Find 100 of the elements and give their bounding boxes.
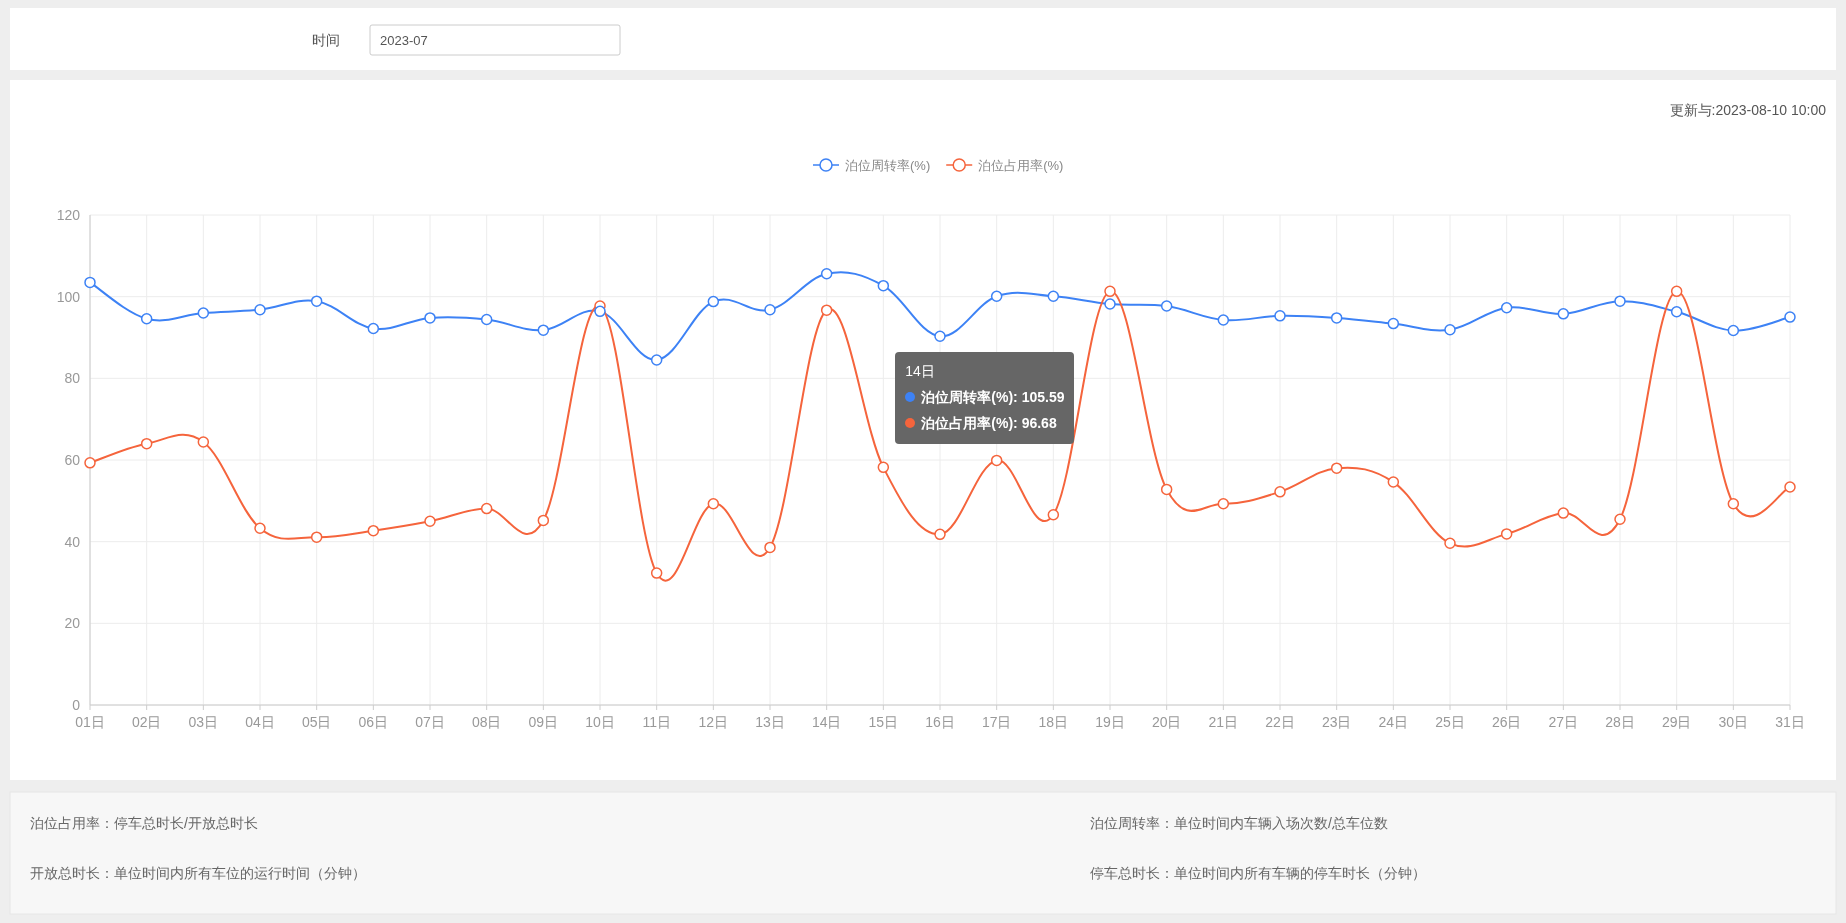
point (254, 303, 266, 316)
point (1784, 481, 1796, 493)
point (197, 436, 210, 448)
point (764, 303, 776, 316)
point (1614, 513, 1626, 525)
point (367, 524, 380, 537)
annotation: 14日 (905, 362, 936, 382)
text: 泊位占用率：停车总时长/开放总时长 (30, 815, 258, 831)
point (594, 305, 606, 318)
point (140, 312, 153, 325)
x-tick-label: 08日 (471, 714, 502, 730)
y-tick-label: 60 (64, 452, 81, 468)
x-tick-label: 04日 (245, 714, 275, 730)
x-tick-label: 30日 (1718, 714, 1749, 730)
point (1500, 301, 1513, 314)
x-tick-label: 18日 (1038, 714, 1069, 730)
point (1444, 537, 1456, 550)
point (1330, 312, 1343, 324)
x-tick-label: 16日 (925, 714, 955, 730)
point (934, 528, 946, 541)
point (84, 276, 96, 289)
point (480, 313, 493, 326)
point (764, 541, 776, 554)
point (310, 295, 323, 307)
text: 泊位周转率：单位时间内车辆入场次数/总车位数 (1090, 815, 1388, 831)
annotation: 泊位占用率(%): 96.68 (905, 410, 1065, 437)
y-tick-label: 20 (64, 615, 81, 632)
point (877, 461, 890, 474)
text: 更新与:2023-08-10 10:00 (1669, 102, 1827, 118)
x-tick-label: 22日 (1265, 714, 1295, 730)
x-tick-label: 03日 (188, 714, 219, 730)
x-tick-label: 19日 (1095, 714, 1125, 730)
y-tick-label: 0 (72, 697, 81, 713)
point (1727, 324, 1740, 337)
x-tick-label: 07日 (415, 714, 445, 730)
point (650, 567, 663, 579)
x-tick-label: 31日 (1775, 714, 1805, 730)
point (310, 531, 323, 543)
point (1217, 497, 1230, 510)
x-tick-label: 28日 (1605, 714, 1635, 730)
point (650, 354, 663, 366)
point (1274, 486, 1286, 498)
point (877, 279, 890, 292)
x-tick-label: 29日 (1661, 714, 1692, 730)
x-tick-label: 27日 (1548, 714, 1579, 730)
point (1217, 314, 1230, 326)
x-tick-label: 01日 (75, 714, 105, 730)
x-tick-label: 13日 (755, 714, 785, 730)
x-tick-label: 20日 (1151, 714, 1182, 730)
y-tick-label: 100 (56, 288, 81, 305)
x-tick-label: 26日 (1491, 714, 1522, 730)
x-tick-label: 10日 (585, 714, 615, 730)
text: 2023-07 (380, 33, 428, 48)
x-tick-label: 09日 (528, 714, 559, 730)
x-tick-label: 02日 (131, 714, 162, 730)
x-tick-label: 17日 (981, 714, 1012, 730)
point (537, 514, 550, 527)
point (707, 497, 720, 510)
point (1104, 285, 1116, 298)
point (1047, 290, 1060, 303)
point (1557, 507, 1570, 519)
point (1104, 298, 1116, 310)
point (1387, 476, 1400, 488)
text: 开放总时长：单位时间内所有车位的运行时间（分钟） (30, 865, 366, 881)
point (480, 502, 493, 515)
point (1670, 285, 1683, 298)
x-tick-label: 14日 (811, 714, 842, 730)
x-tick-label: 11日 (642, 714, 671, 730)
point (990, 454, 1003, 467)
point (1784, 311, 1796, 323)
point (1387, 317, 1400, 330)
point (367, 322, 380, 335)
point (1727, 497, 1740, 510)
text: 停车总时长：单位时间内所有车辆的停车时长（分钟） (1090, 865, 1426, 881)
legend-label: 泊位周转率(%) (845, 158, 931, 173)
point (1557, 308, 1570, 320)
y-tick-label: 40 (64, 533, 81, 550)
point (1614, 295, 1626, 307)
point (1160, 483, 1173, 496)
point (424, 312, 436, 324)
point (820, 304, 833, 316)
point (84, 457, 96, 469)
x-tick-label: 21日 (1208, 714, 1239, 730)
x-tick-label: 24日 (1378, 714, 1409, 730)
point (1330, 462, 1343, 474)
y-tick-label: 120 (56, 207, 81, 223)
point (1160, 300, 1173, 312)
point (1444, 323, 1456, 336)
picture-tooltip: 14日 泊位周转率(%): 105.59 泊位占用率(%): 96.68 (895, 352, 1075, 445)
point (820, 268, 833, 280)
x-tick-label: 15日 (868, 714, 899, 730)
x-tick-label: 06日 (358, 714, 389, 730)
text: 时间 (312, 32, 340, 48)
legend-label: 泊位占用率(%) (978, 158, 1064, 173)
point (424, 515, 436, 527)
point (1670, 306, 1683, 318)
point (707, 295, 720, 308)
point (197, 307, 210, 319)
point (1274, 310, 1286, 322)
y-tick-label: 80 (64, 370, 81, 387)
